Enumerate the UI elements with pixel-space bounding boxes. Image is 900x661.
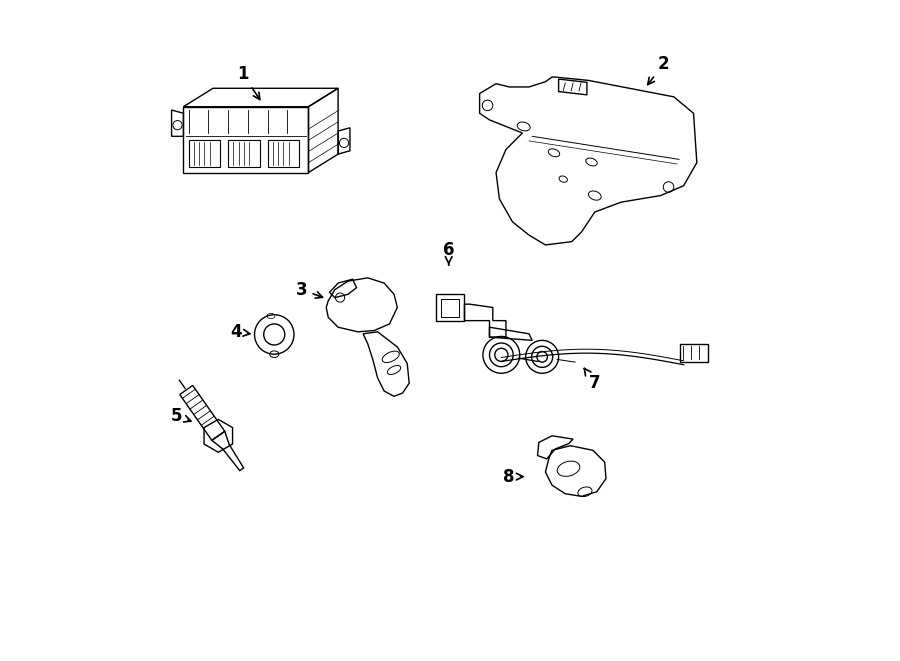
Bar [229,139,260,167]
Text: 3: 3 [296,281,322,299]
Bar [441,299,459,317]
Text: 1: 1 [237,65,260,100]
Bar [189,139,220,167]
Text: 6: 6 [443,241,454,265]
Text: 8: 8 [503,467,523,486]
Text: 4: 4 [230,323,250,341]
Text: 7: 7 [584,368,600,392]
Bar [267,139,300,167]
Text: 2: 2 [648,55,670,85]
Bar [680,344,708,362]
Text: 5: 5 [171,407,191,425]
Bar [436,294,464,321]
